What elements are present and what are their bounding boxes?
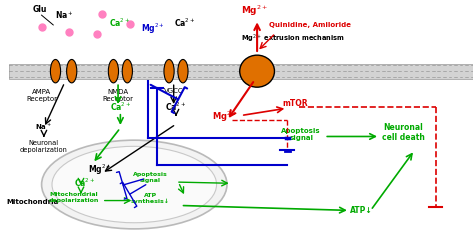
Text: Na$^+$: Na$^+$ bbox=[55, 10, 74, 22]
Text: Ca$^{2+}$: Ca$^{2+}$ bbox=[74, 176, 95, 189]
Text: Mg$^{2+}$: Mg$^{2+}$ bbox=[141, 21, 165, 36]
Text: Quinidine, Amiloride: Quinidine, Amiloride bbox=[269, 22, 351, 28]
Text: Neuronal
cell death: Neuronal cell death bbox=[382, 123, 425, 142]
Ellipse shape bbox=[52, 146, 217, 223]
Ellipse shape bbox=[122, 60, 132, 83]
Text: NMDA
Receptor: NMDA Receptor bbox=[102, 89, 134, 102]
FancyBboxPatch shape bbox=[9, 64, 473, 78]
Text: Ca$^{2+}$: Ca$^{2+}$ bbox=[173, 16, 195, 29]
Text: Mg$^{2+}$ extrusion mechanism: Mg$^{2+}$ extrusion mechanism bbox=[241, 33, 345, 45]
Text: AMPA
Receptor: AMPA Receptor bbox=[26, 89, 57, 102]
Ellipse shape bbox=[240, 55, 274, 87]
Text: ATP
synthesis↓: ATP synthesis↓ bbox=[131, 193, 170, 204]
Text: Mg$^{2+}$: Mg$^{2+}$ bbox=[212, 110, 237, 124]
Ellipse shape bbox=[178, 60, 188, 83]
Text: Mg$^{2+}$: Mg$^{2+}$ bbox=[88, 163, 111, 178]
Ellipse shape bbox=[109, 60, 118, 83]
Text: Na$^+$: Na$^+$ bbox=[35, 122, 53, 132]
Text: ATP↓: ATP↓ bbox=[350, 206, 373, 215]
Text: Mitochondrial
depolarization: Mitochondrial depolarization bbox=[49, 192, 99, 203]
Text: Glu: Glu bbox=[32, 5, 47, 14]
Text: VGCC: VGCC bbox=[164, 88, 183, 94]
Text: Apoptosis
signal: Apoptosis signal bbox=[281, 128, 321, 141]
Text: Mg$^{2+}$: Mg$^{2+}$ bbox=[241, 4, 268, 18]
Text: Ca$^{2+}$: Ca$^{2+}$ bbox=[109, 16, 130, 29]
Text: Ca$^{2+}$: Ca$^{2+}$ bbox=[165, 100, 187, 112]
Text: mTOR: mTOR bbox=[283, 99, 308, 108]
Text: Apoptosis
signal: Apoptosis signal bbox=[133, 172, 168, 183]
Ellipse shape bbox=[42, 140, 227, 229]
Text: Mitochondria: Mitochondria bbox=[6, 199, 58, 205]
Ellipse shape bbox=[164, 60, 174, 83]
Text: Neuronal
depolarization: Neuronal depolarization bbox=[20, 140, 68, 153]
Text: Ca$^{2+}$: Ca$^{2+}$ bbox=[110, 100, 131, 112]
Ellipse shape bbox=[50, 60, 61, 83]
Ellipse shape bbox=[67, 60, 77, 83]
